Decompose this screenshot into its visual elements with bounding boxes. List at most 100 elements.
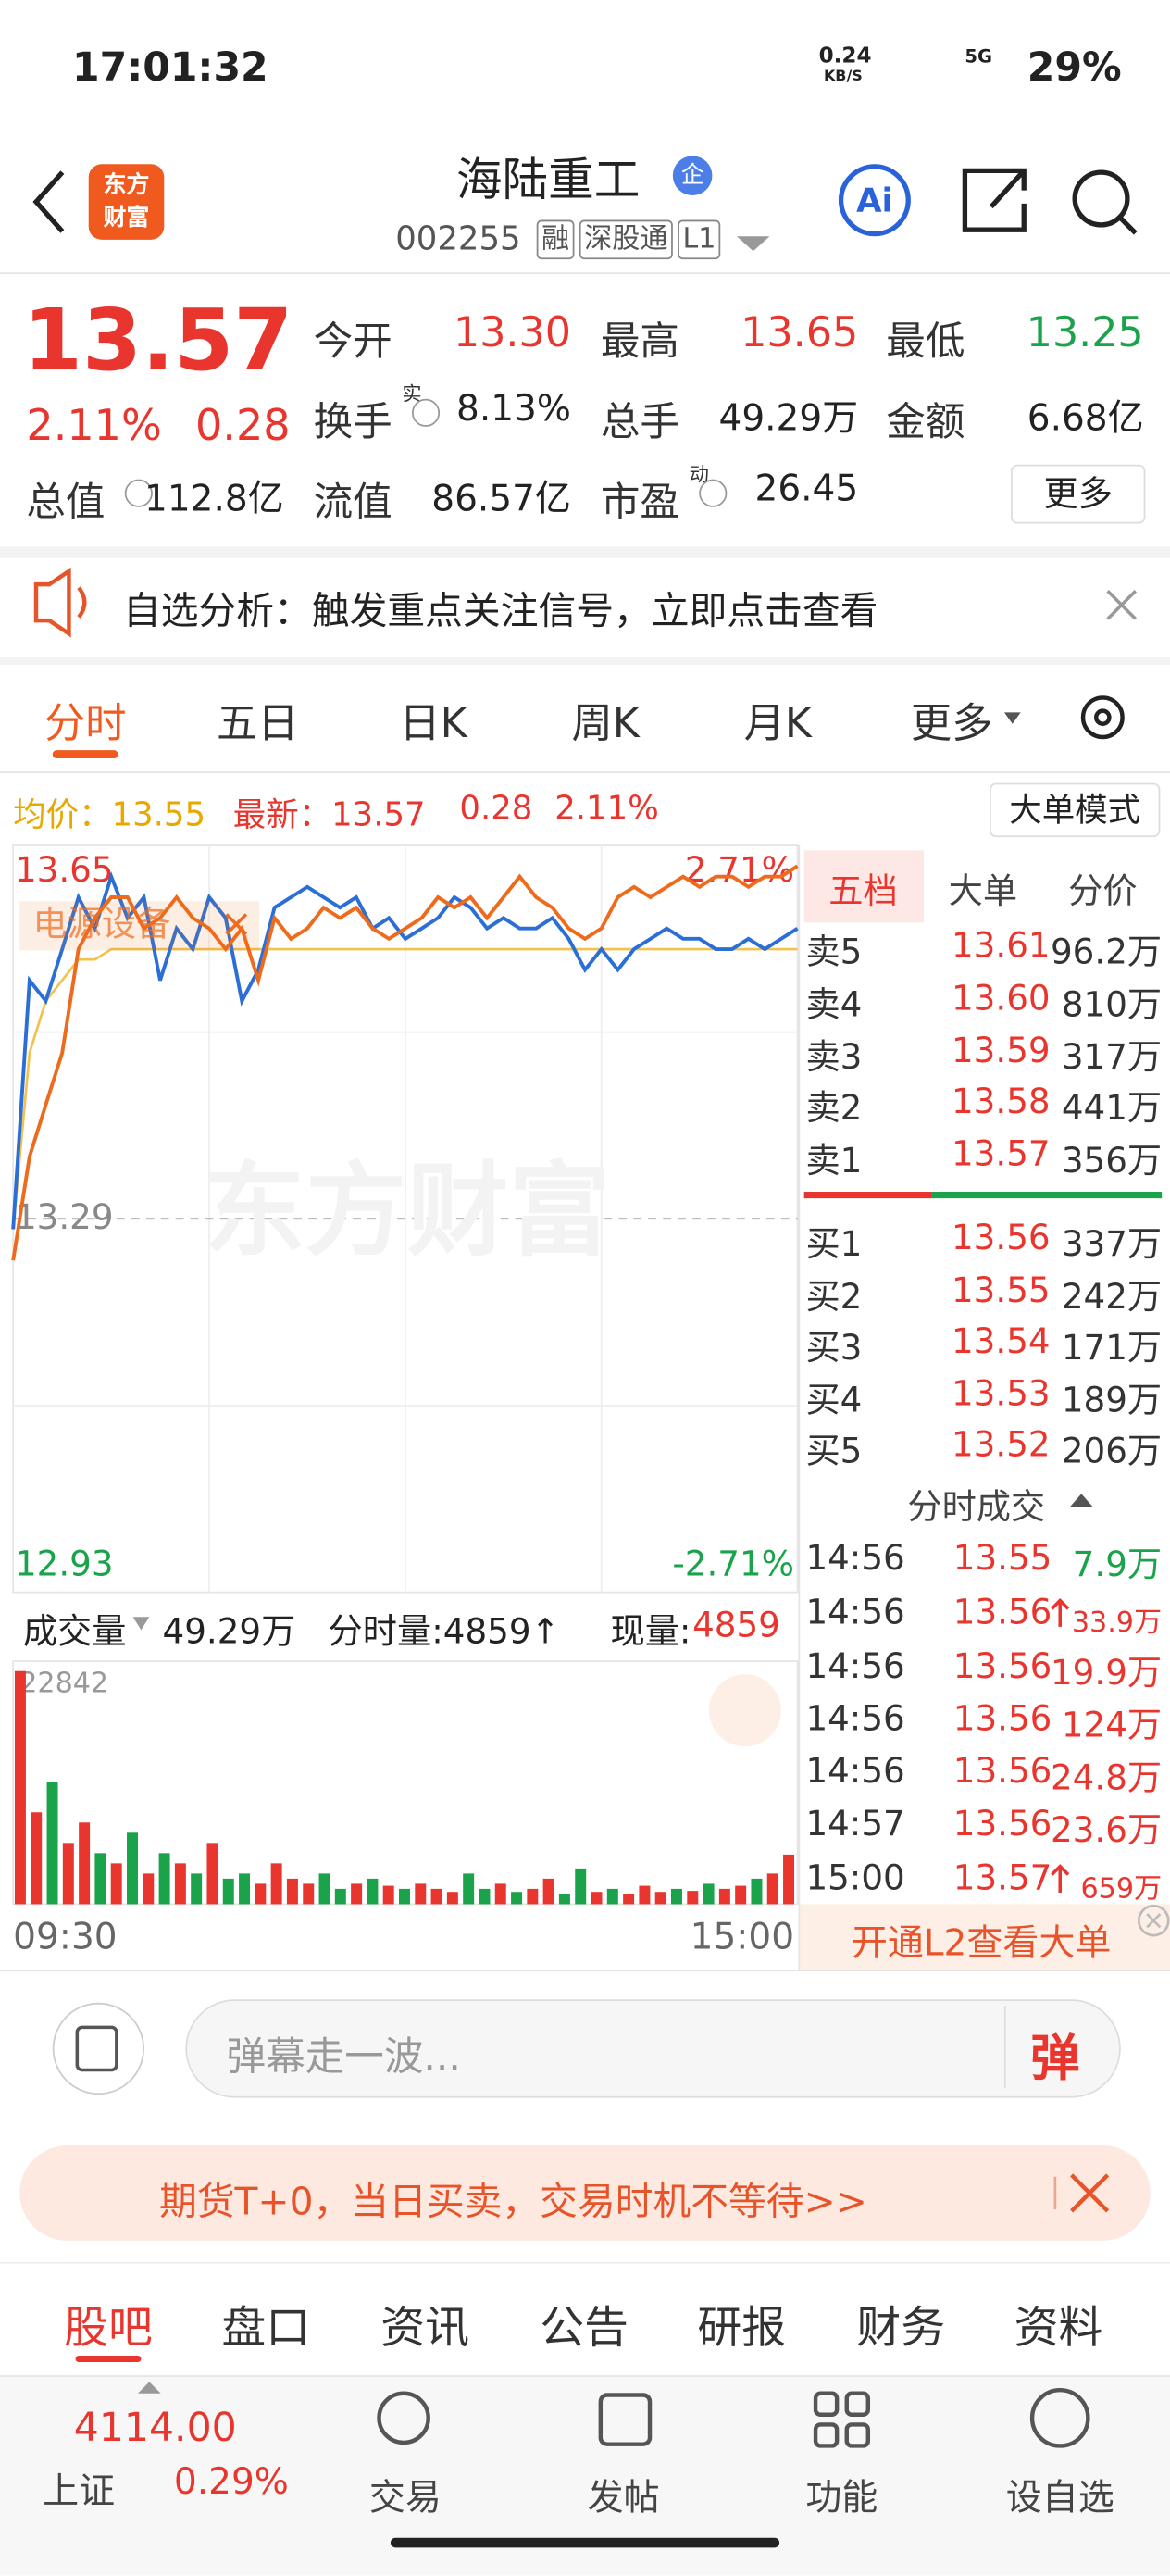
- badge: 企: [672, 156, 713, 195]
- field-value: 112.8亿: [144, 479, 284, 520]
- volume-bar: [143, 1873, 155, 1905]
- search-icon[interactable]: [1072, 169, 1130, 228]
- field-label: 总手: [600, 398, 679, 445]
- tag: 融: [536, 219, 575, 260]
- status-time: 17:01:32: [72, 44, 268, 91]
- sub-tab[interactable]: 盘口: [221, 2303, 311, 2355]
- book-price: 13.61: [951, 925, 1051, 966]
- trades-title: 分时成交: [907, 1487, 1046, 1527]
- field-value: 8.13%: [456, 389, 571, 431]
- band: [0, 546, 1170, 558]
- mode-button[interactable]: 大单模式: [989, 782, 1161, 838]
- volume-bar: [222, 1878, 234, 1905]
- more-button[interactable]: 更多: [1011, 464, 1146, 524]
- volume-bar: [446, 1892, 458, 1905]
- info-icon[interactable]: [411, 398, 441, 427]
- volume-bar: [542, 1878, 554, 1905]
- ad-close[interactable]: [1070, 2173, 1110, 2213]
- tab[interactable]: 日K: [399, 699, 467, 747]
- book-tab[interactable]: 五档: [828, 871, 898, 911]
- comment-icon[interactable]: [52, 2002, 145, 2095]
- tab[interactable]: 五日: [216, 699, 299, 747]
- expand-button[interactable]: [708, 1674, 781, 1747]
- tag: L1: [678, 219, 721, 260]
- trade-price: 13.56: [952, 1698, 1052, 1739]
- volume-bar: [46, 1782, 58, 1905]
- field-value: 13.30: [454, 308, 571, 356]
- nav-item[interactable]: 功能: [805, 2478, 878, 2520]
- trade-time: 14:56: [805, 1538, 905, 1578]
- book-label: 买5: [805, 1431, 863, 1471]
- volume-label[interactable]: 成交量: [22, 1611, 127, 1652]
- sub-tab[interactable]: 资料: [1014, 2303, 1103, 2355]
- x-start: 09:30: [13, 1917, 118, 1958]
- nav-item[interactable]: 交易: [368, 2478, 442, 2520]
- volume-bar: [399, 1888, 410, 1905]
- notice-text[interactable]: 自选分析：触发重点关注信号，立即点击查看: [122, 591, 878, 634]
- book-tab[interactable]: 分价: [1068, 871, 1138, 911]
- volume-bar: [62, 1843, 74, 1905]
- trade-volume: 7.9万: [1072, 1544, 1163, 1584]
- share-icon[interactable]: [962, 168, 1027, 232]
- trade-price: 13.56: [952, 1592, 1052, 1632]
- book-volume: 96.2万: [1051, 932, 1163, 972]
- trade-volume: 124万: [1061, 1705, 1163, 1745]
- volume-total: 49.29万: [162, 1611, 296, 1652]
- avg-label: 均价：13.55: [13, 794, 206, 834]
- latest-change: 0.28: [459, 787, 533, 828]
- index-name: 上证: [43, 2471, 116, 2514]
- tab[interactable]: 分时: [44, 699, 127, 747]
- book-volume: 337万: [1061, 1224, 1163, 1265]
- price: 13.57: [22, 292, 293, 391]
- divider: [0, 771, 1170, 773]
- sub-tab[interactable]: 研报: [697, 2303, 787, 2355]
- field-label: 换手: [313, 398, 392, 445]
- ad-text[interactable]: 期货T+0，当日买卖，交易时机不等待>>: [158, 2182, 867, 2225]
- volume-bar: [174, 1863, 186, 1905]
- settings-icon[interactable]: [1080, 695, 1125, 740]
- volume-bar: [318, 1873, 330, 1905]
- info-icon[interactable]: [124, 479, 153, 507]
- l2-text[interactable]: 开通L2查看大单: [851, 1923, 1112, 1966]
- sub-tab[interactable]: 财务: [856, 2303, 946, 2355]
- volume-bar: [255, 1883, 267, 1905]
- trade-volume: 33.9万: [1071, 1607, 1163, 1641]
- l2-banner[interactable]: [799, 1904, 1170, 1970]
- sub-tab[interactable]: 股吧: [64, 2303, 153, 2355]
- field-value: 26.45: [754, 469, 859, 511]
- volume-bar: [127, 1832, 138, 1905]
- sub-tab[interactable]: 资讯: [380, 2303, 470, 2355]
- stock-code: 002255: [395, 218, 521, 258]
- book-label: 卖2: [805, 1088, 863, 1128]
- book-price: 13.52: [951, 1424, 1051, 1465]
- tab[interactable]: 周K: [571, 699, 640, 747]
- tab[interactable]: 月K: [743, 699, 813, 747]
- book-volume: 317万: [1061, 1037, 1163, 1077]
- book-price: 13.55: [951, 1270, 1051, 1310]
- app-logo[interactable]: 东方 财富: [88, 164, 165, 240]
- book-tab[interactable]: 大单: [948, 871, 1018, 911]
- ai-button[interactable]: Ai: [838, 164, 911, 237]
- back-icon[interactable]: [32, 170, 65, 233]
- nav-item[interactable]: 设自选: [1005, 2478, 1114, 2520]
- x-end: 15:00: [690, 1917, 795, 1958]
- comment-input[interactable]: [185, 1999, 1121, 2098]
- info-icon[interactable]: [699, 479, 728, 507]
- tab[interactable]: 更多: [910, 699, 993, 747]
- volume-bar: [382, 1885, 394, 1905]
- sub-tab[interactable]: 公告: [540, 2303, 629, 2355]
- volume-bar: [591, 1892, 603, 1905]
- volume-bar: [334, 1888, 346, 1905]
- pct-min: -2.71%: [672, 1544, 794, 1584]
- trade-time: 14:56: [805, 1751, 905, 1792]
- active-tab-bg: [803, 850, 925, 923]
- volume-bar: [670, 1888, 682, 1905]
- trade-price: 13.57: [952, 1857, 1052, 1898]
- danmu-button[interactable]: 弹: [1030, 2030, 1080, 2088]
- book-price: 13.57: [951, 1133, 1051, 1174]
- volume-bar: [239, 1873, 251, 1905]
- comment-placeholder: 弹幕走一波...: [226, 2033, 461, 2081]
- nav-item[interactable]: 发帖: [587, 2478, 660, 2520]
- close-icon[interactable]: [1106, 589, 1138, 620]
- ad-banner[interactable]: [19, 2145, 1151, 2241]
